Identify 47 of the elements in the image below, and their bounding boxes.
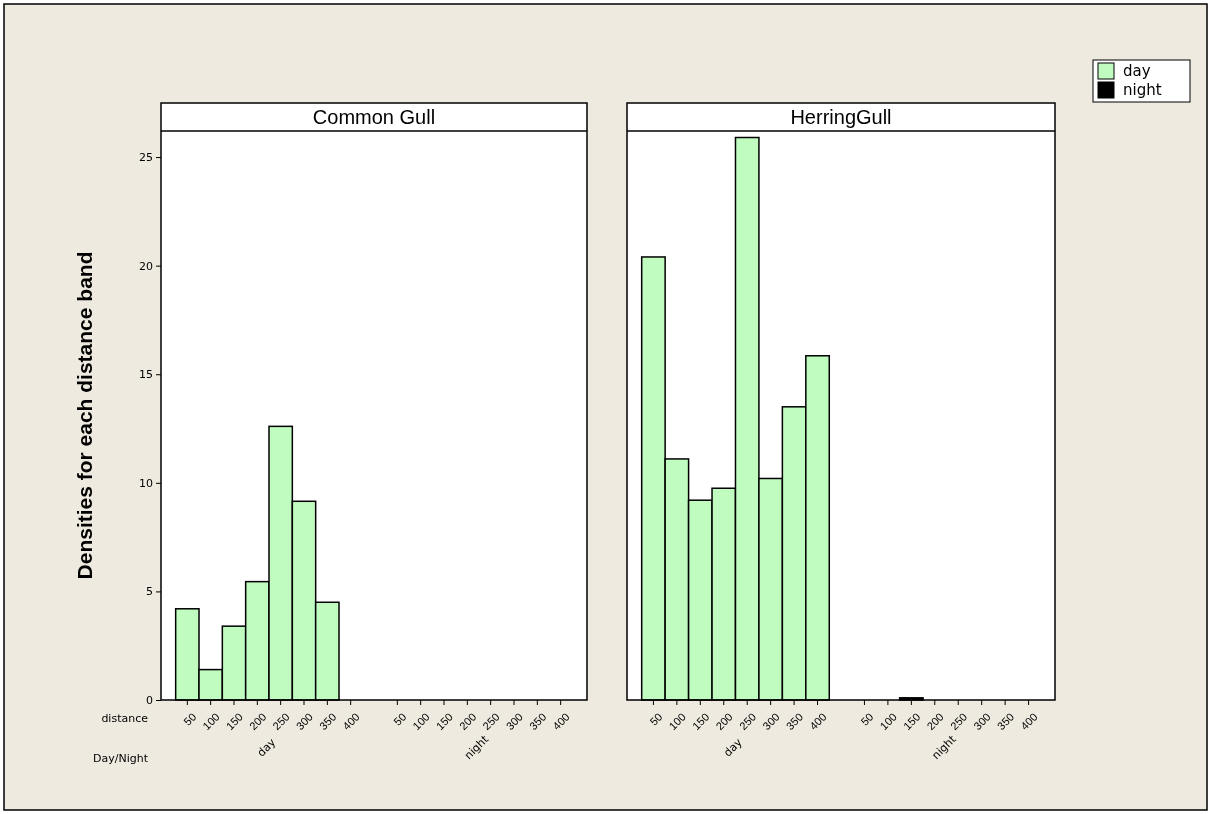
- y-tick-label: 0: [146, 694, 153, 708]
- x-tick-label: 250: [736, 710, 759, 733]
- x-tick-label: 50: [181, 710, 199, 728]
- chart-title: HerringGull: [790, 106, 892, 128]
- x-tick-label: 400: [807, 710, 829, 733]
- x-tick-label: 150: [223, 710, 246, 733]
- x-tick-label: 50: [647, 710, 665, 728]
- x-tick-label: 400: [340, 710, 362, 733]
- x-tick-label: 250: [947, 710, 970, 733]
- x-tick-label: 200: [246, 710, 269, 733]
- legend-label: night: [1123, 81, 1162, 99]
- x-tick-label: 200: [713, 710, 735, 733]
- x-tick-label: 100: [666, 710, 688, 733]
- x-tick-label: 300: [293, 710, 316, 733]
- x-tick-label: 350: [316, 710, 339, 733]
- x-tick-label: 400: [550, 710, 572, 733]
- x-tick-label: 350: [994, 710, 1017, 733]
- text: day: [254, 735, 279, 760]
- x-tick-label: 50: [391, 710, 409, 728]
- x-tick-label: 300: [971, 710, 993, 733]
- chart-title: Common Gull: [312, 106, 436, 128]
- y-tick-label: 15: [139, 368, 153, 382]
- x-tick-label: 150: [689, 710, 712, 733]
- text: distance: [101, 712, 149, 725]
- x-tick-label: 250: [480, 710, 502, 733]
- x-tick-label: 150: [900, 710, 923, 733]
- y-tick-label: 5: [146, 585, 153, 599]
- x-tick-label: 250: [270, 710, 292, 733]
- y-tick-label: 20: [139, 259, 153, 273]
- x-tick-label: 350: [526, 710, 549, 733]
- x-tick-label: 150: [433, 710, 456, 733]
- text: day: [721, 735, 745, 760]
- x-tick-label: 50: [858, 710, 876, 728]
- x-tick-label: 300: [760, 710, 782, 733]
- y-axis-title: Densities for each distance band: [73, 251, 96, 580]
- y-tick-label: 10: [139, 476, 153, 490]
- x-tick-label: 200: [924, 710, 946, 733]
- legend-label: day: [1123, 62, 1151, 80]
- x-tick-label: 400: [1018, 710, 1040, 733]
- x-tick-label: 200: [456, 710, 479, 733]
- x-tick-label: 100: [200, 710, 222, 733]
- x-tick-label: 350: [783, 710, 806, 733]
- x-tick-label: 100: [877, 710, 899, 733]
- x-tick-label: 300: [503, 710, 526, 733]
- y-tick-label: 25: [139, 151, 153, 165]
- x-tick-label: 100: [410, 710, 432, 733]
- text: Day/Night: [93, 752, 149, 765]
